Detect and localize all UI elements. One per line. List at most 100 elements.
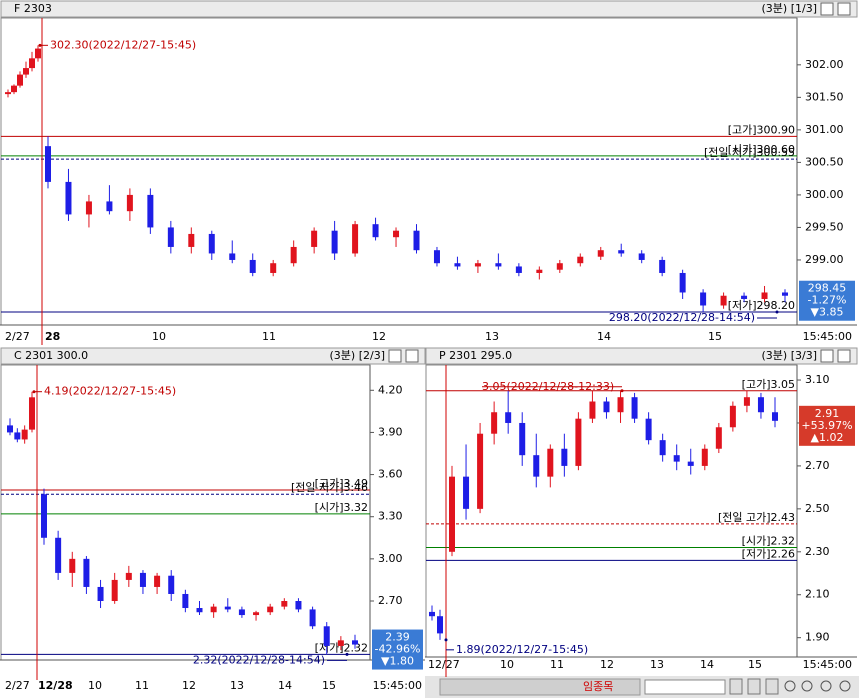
y-tick-label: 3.10 xyxy=(805,373,830,386)
stop-button[interactable] xyxy=(747,678,761,695)
candle-body xyxy=(536,269,543,273)
maximize-button[interactable] xyxy=(820,349,834,363)
x-tick-label: 14 xyxy=(278,679,292,692)
candle-body xyxy=(673,455,680,462)
zoom-fit[interactable] xyxy=(820,680,832,692)
x-tick-label: 12 xyxy=(372,330,386,343)
candle-body xyxy=(720,295,727,306)
candle-body xyxy=(437,616,443,634)
candle-body xyxy=(97,586,104,601)
candle-body xyxy=(491,412,498,434)
next-button[interactable] xyxy=(765,678,779,695)
zoom-in[interactable] xyxy=(784,680,796,692)
candle-body xyxy=(311,230,318,247)
price-box xyxy=(372,629,423,670)
candle-body xyxy=(65,181,72,215)
extreme-marker xyxy=(775,310,779,314)
candle-body xyxy=(85,201,92,215)
maximize-button[interactable] xyxy=(820,2,834,16)
candle-body xyxy=(782,292,788,296)
candle-body xyxy=(533,455,540,477)
candle-body xyxy=(589,401,596,419)
candle-body xyxy=(106,201,113,212)
candle-body xyxy=(17,74,23,86)
x-tick-label: 10 xyxy=(88,679,102,692)
candle-body xyxy=(125,572,132,580)
y-tick-label: 302.00 xyxy=(805,58,844,71)
price-change: ▲1.02 xyxy=(811,431,844,444)
panel-period: (3분) [2/3] xyxy=(330,349,385,362)
candle-body xyxy=(556,263,563,270)
candle-body xyxy=(429,611,435,617)
candle-body xyxy=(372,224,379,238)
candle-body xyxy=(35,48,41,59)
candle-body xyxy=(645,418,652,441)
candle-body xyxy=(323,626,330,646)
candle-body xyxy=(208,233,215,254)
close-button[interactable] xyxy=(405,349,419,363)
scroll-thumb[interactable] xyxy=(439,678,641,696)
candle-body xyxy=(23,68,29,75)
candle-body xyxy=(29,397,35,430)
candle-body xyxy=(188,233,195,247)
level-label: [시가]2.32 xyxy=(742,535,795,548)
candle-body xyxy=(55,537,62,573)
x-tick-label: 15 xyxy=(748,658,762,671)
candle-body xyxy=(700,292,707,306)
settings[interactable] xyxy=(839,680,851,692)
candle-body xyxy=(147,194,154,228)
toolbar xyxy=(729,678,851,695)
candle-body xyxy=(449,476,455,552)
extreme-marker xyxy=(345,652,349,656)
candle-body xyxy=(631,397,638,419)
x-tick-label: 14 xyxy=(597,330,611,343)
level-label: [고가]3.49 xyxy=(315,477,368,490)
candle-body xyxy=(154,575,161,587)
candle-body xyxy=(7,425,13,433)
x-tick-label: 2/27 xyxy=(5,679,30,692)
x-tick-label: 13 xyxy=(485,330,499,343)
price-change: ▼3.85 xyxy=(811,306,844,319)
candle-body xyxy=(433,250,440,264)
maximize-button[interactable] xyxy=(388,349,402,363)
y-tick-label: 301.00 xyxy=(805,123,844,136)
x-tick-label: 15:45:00 xyxy=(373,679,422,692)
zoom-slider[interactable] xyxy=(644,679,726,695)
close-button[interactable] xyxy=(837,349,851,363)
candle-body xyxy=(603,401,610,413)
candle-body xyxy=(679,272,686,293)
prev-button[interactable] xyxy=(729,678,743,695)
candle-body xyxy=(224,606,231,610)
candle-body xyxy=(21,429,28,440)
price-value: 298.45 xyxy=(808,282,847,295)
candle-body xyxy=(331,230,338,254)
candle-body xyxy=(45,146,51,182)
candle-body xyxy=(617,397,624,413)
candle-body xyxy=(229,253,236,260)
x-tick-label: 13 xyxy=(230,679,244,692)
candle-body xyxy=(249,259,256,273)
close-button[interactable] xyxy=(837,2,851,16)
x-tick-label: 11 xyxy=(135,679,149,692)
level-label: [전일 저가]300.55 xyxy=(704,145,795,159)
candle-body xyxy=(659,259,666,273)
extreme-label: 3.05(2022/12/28-12:33) xyxy=(482,380,614,393)
price-value: 2.39 xyxy=(385,631,410,644)
candle-body xyxy=(701,448,708,466)
zoom-out[interactable] xyxy=(801,680,813,692)
y-tick-label: 3.00 xyxy=(378,552,403,565)
extreme-label: 4.19(2022/12/27-15:45) xyxy=(44,385,176,398)
panel-title: F 2303 xyxy=(14,2,52,15)
panel-title: C 2301 300.0 xyxy=(14,349,88,362)
title-bar xyxy=(425,347,858,365)
candle-body xyxy=(505,412,512,423)
candle-body xyxy=(111,579,118,601)
price-value: 2.91 xyxy=(815,407,840,420)
candle-body xyxy=(29,58,35,69)
extreme-marker xyxy=(444,638,448,642)
price-change-pct: +53.97% xyxy=(801,419,852,432)
x-tick-label: 15:45:00 xyxy=(803,658,852,671)
y-tick-label: 299.50 xyxy=(805,220,844,233)
level-label: [시가]3.32 xyxy=(315,501,368,514)
